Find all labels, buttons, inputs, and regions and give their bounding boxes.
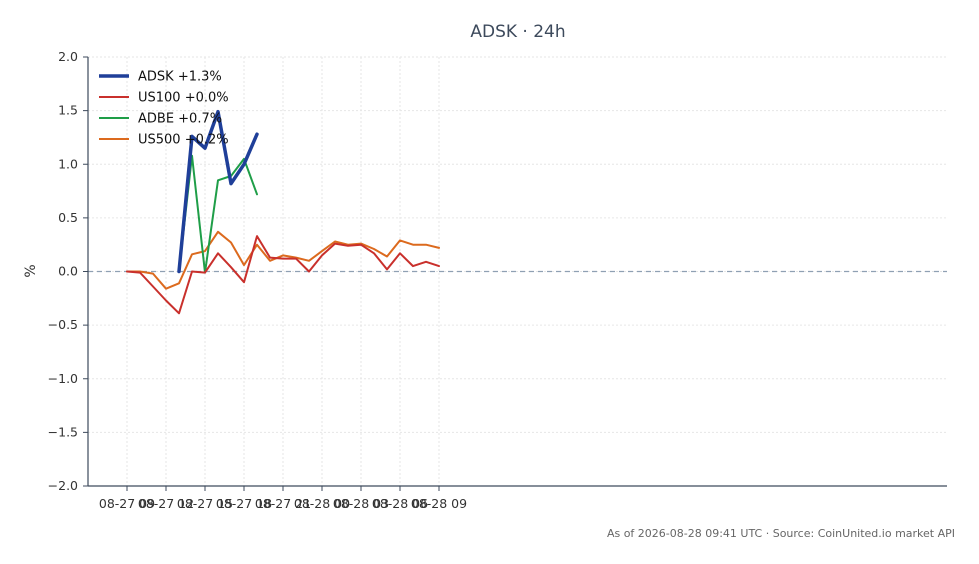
y-axis-label: % <box>23 264 39 277</box>
footer-source: As of 2026-08-28 09:41 UTC · Source: Coi… <box>607 527 955 540</box>
y-tick-label: −2.0 <box>48 478 78 493</box>
chart-title: ADSK · 24h <box>470 22 565 42</box>
x-tick-label: 08-27 15 <box>177 496 233 511</box>
y-tick-label: −1.0 <box>48 371 78 386</box>
legend-label: US100 +0.0% <box>138 91 229 106</box>
y-tick-label: −1.5 <box>48 424 78 439</box>
x-tick-label: 08-28 06 <box>372 496 428 511</box>
legend-label: US500 +0.2% <box>138 133 229 148</box>
x-tick-label: 08-27 18 <box>216 496 272 511</box>
x-tick-label: 08-28 09 <box>411 496 467 511</box>
x-tick-label: 08-27 12 <box>138 496 194 511</box>
y-tick-label: 1.5 <box>58 103 78 118</box>
y-ticks: 2.0 1.5 1.0 0.5 0.0 −0.5 −1.0 −1.5 −2.0 <box>48 49 88 493</box>
x-tick-label: 08-28 03 <box>333 496 389 511</box>
series-line-0 <box>177 109 259 274</box>
x-tick-label: 08-27 21 <box>255 496 311 511</box>
x-tick-label: 08-28 00 <box>294 496 350 511</box>
series-lines <box>126 109 440 315</box>
x-tick-label: 08-27 09 <box>99 496 155 511</box>
y-tick-label: 0.0 <box>58 264 78 279</box>
grid <box>88 56 947 487</box>
legend-label: ADBE +0.7% <box>138 112 222 127</box>
series-line-1 <box>126 235 440 315</box>
series-line-3 <box>126 230 440 290</box>
series-line-2 <box>178 154 258 274</box>
y-tick-label: 0.5 <box>58 210 78 225</box>
legend-label: ADSK +1.3% <box>138 70 222 85</box>
legend: ADSK +1.3% US100 +0.0% ADBE +0.7% US500 +0.… <box>99 70 229 148</box>
y-tick-label: 1.0 <box>58 156 78 171</box>
y-tick-label: −0.5 <box>48 317 78 332</box>
y-tick-label: 2.0 <box>58 49 78 64</box>
